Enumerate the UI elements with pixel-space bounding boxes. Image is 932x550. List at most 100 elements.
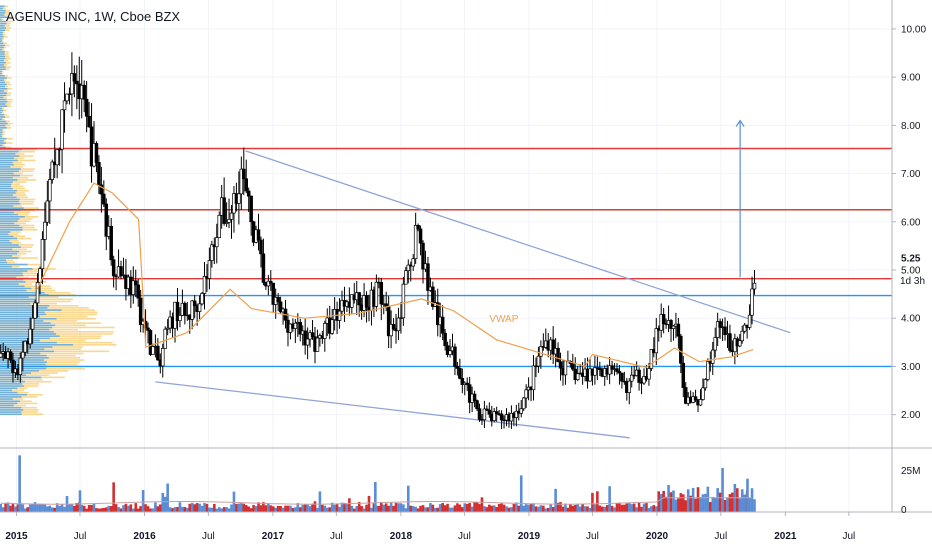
profile-bar — [0, 402, 18, 405]
volume-bar — [593, 504, 597, 512]
profile-bar — [0, 181, 13, 183]
candle-body — [62, 100, 67, 111]
profile-bar — [0, 378, 23, 381]
volume-bar — [438, 504, 442, 512]
profile-bar — [0, 74, 5, 77]
volume-bar — [176, 506, 179, 512]
volume-bar — [456, 503, 459, 512]
volume-bar — [360, 506, 363, 512]
profile-bar — [0, 263, 28, 266]
profile-bar — [0, 174, 20, 177]
profile-bar — [0, 315, 40, 318]
candle-body — [418, 228, 423, 244]
volume-bar — [249, 508, 253, 512]
volume-bar — [679, 493, 683, 512]
candle-body — [35, 282, 40, 304]
profile-bar — [0, 198, 20, 201]
profile-bar — [0, 229, 23, 231]
time-tick-label: 2021 — [774, 531, 797, 542]
candle-body — [443, 332, 447, 347]
volume-bar — [235, 503, 238, 512]
volume-bar — [618, 502, 621, 512]
candle-body — [148, 330, 153, 355]
time-tick-label: Jul — [714, 531, 727, 542]
profile-bar — [0, 7, 3, 10]
volume-bar — [728, 494, 732, 512]
profile-bar — [0, 380, 52, 383]
candle-body — [45, 200, 50, 223]
vwap-polyline — [36, 182, 754, 369]
candle-body — [440, 316, 445, 334]
volume-bar — [134, 503, 138, 512]
volume-bar — [662, 490, 665, 512]
price-tick-label: 3.00 — [901, 362, 921, 373]
profile-bar — [0, 48, 3, 51]
volume-bar — [38, 503, 42, 512]
volume-bar — [500, 503, 503, 512]
profile-bar — [0, 135, 2, 138]
candle-body — [747, 314, 752, 328]
profile-bar — [0, 257, 38, 259]
candle-body — [323, 323, 327, 339]
arrow-head — [735, 119, 745, 127]
candle-body — [178, 314, 182, 322]
profile-bar — [0, 18, 4, 21]
candle-body — [151, 346, 155, 355]
volume-bar — [188, 503, 192, 512]
candle-body — [276, 296, 280, 303]
candle-body — [661, 314, 666, 325]
volume-bar — [485, 507, 489, 512]
volume-bar — [60, 503, 64, 512]
profile-bar — [0, 265, 12, 268]
candle-body — [50, 161, 55, 180]
volume-bar — [78, 490, 82, 512]
candle-body — [109, 225, 113, 261]
profile-bar — [0, 25, 5, 27]
candle-body — [477, 408, 482, 420]
volume-bar — [470, 506, 474, 512]
profile-bar — [0, 311, 98, 314]
candle-body — [84, 98, 89, 117]
candle-body — [138, 297, 143, 325]
volume-bar — [539, 505, 543, 512]
time-tick-label: 2017 — [262, 531, 285, 542]
volume-bar — [104, 507, 108, 512]
profile-bar — [0, 259, 6, 262]
profile-bar — [0, 246, 21, 248]
profile-bar — [0, 120, 6, 123]
volume-bar — [640, 506, 643, 512]
volume-bar — [257, 502, 260, 512]
candle-body — [163, 328, 167, 349]
volume-bar — [377, 505, 381, 512]
volume-bar — [122, 505, 125, 512]
volume-bar — [419, 505, 422, 512]
volume-bar — [46, 506, 49, 512]
profile-bar — [0, 157, 15, 160]
volume-bar — [632, 503, 636, 512]
profile-bar — [0, 393, 27, 396]
candle-body — [192, 300, 197, 307]
profile-bar — [0, 168, 21, 170]
volume-bar — [475, 502, 479, 512]
volume-bar — [478, 503, 481, 512]
profile-bar — [0, 255, 13, 257]
volume-bar — [139, 506, 142, 512]
volume-bar — [591, 492, 594, 512]
volume-bar — [43, 504, 47, 512]
profile-bar — [0, 337, 101, 340]
profile-bar — [0, 252, 17, 255]
candle-body — [499, 413, 504, 421]
volume-bar — [112, 482, 115, 512]
profile-bar — [0, 179, 37, 181]
volume-bar — [161, 492, 165, 512]
profile-bar — [0, 304, 50, 307]
candle-body — [215, 237, 219, 248]
candle-body — [706, 361, 710, 380]
profile-bar — [0, 296, 59, 298]
candle-body — [472, 393, 477, 401]
volume-bar — [352, 508, 356, 512]
profile-bar — [0, 337, 50, 340]
profile-bar — [0, 285, 51, 288]
candle-body — [713, 337, 717, 351]
